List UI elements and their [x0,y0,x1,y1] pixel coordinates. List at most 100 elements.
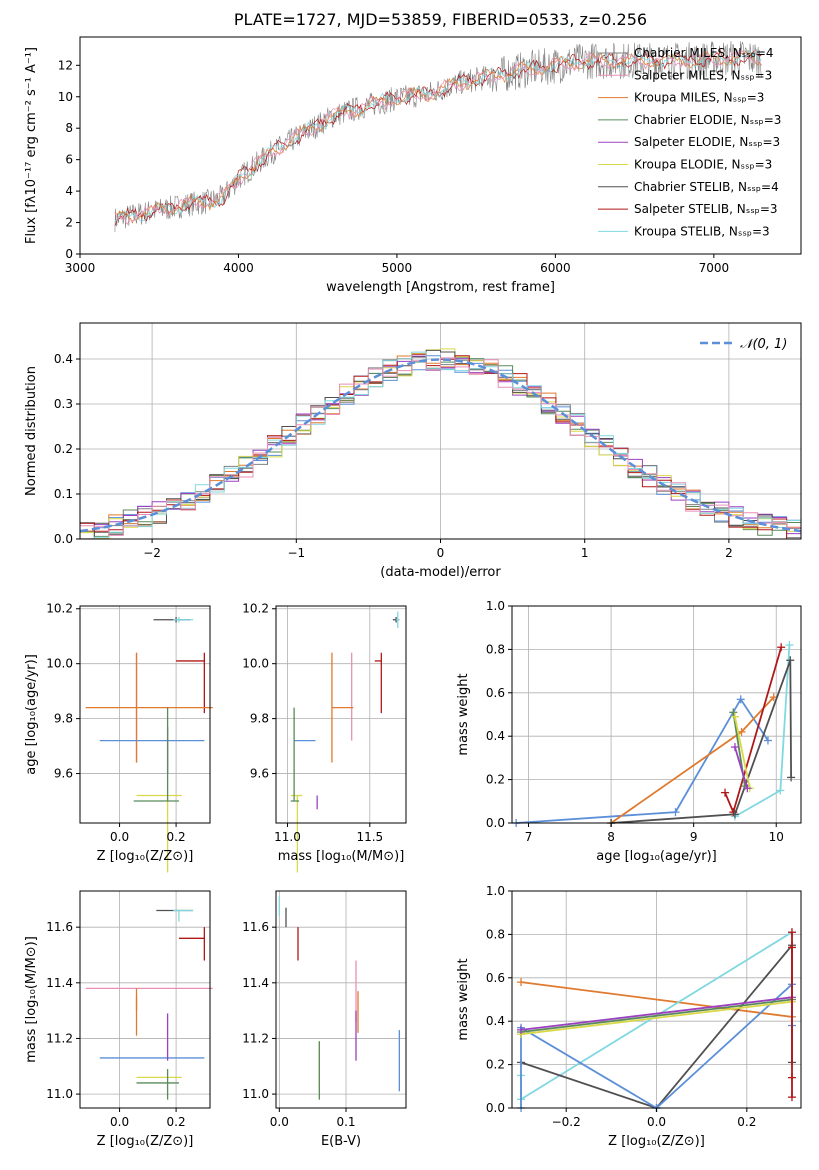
figure-title: PLATE=1727, MJD=53859, FIBERID=0533, z=0… [233,10,648,29]
spectrum-model-line [114,49,762,226]
axes-frame [79,36,802,255]
legend-label: Salpeter MILES, Nₛₛₚ=3 [634,68,772,82]
series-line [520,998,793,1033]
x-tick-label: 9 [690,830,698,844]
series-line [611,659,792,824]
legend-label: Kroupa STELIB, Nₛₛₚ=3 [634,224,770,238]
x-tick-label: −0.2 [552,1115,581,1129]
y-tick-label: 9.8 [54,712,73,726]
y-tick-label: 11.0 [242,1087,269,1101]
legend-label: Kroupa ELODIE, Nₛₛₚ=3 [634,158,772,172]
y-tick-label: 0.1 [54,487,73,501]
y-tick-label: 11.0 [46,1087,73,1101]
y-tick-label: 0.4 [54,352,73,366]
x-tick-label: 0.0 [110,830,129,844]
y-tick-label: 10.0 [46,657,73,671]
x-axis-label: Z [log₁₀(Z/Z⊙)] [608,1134,705,1149]
chart-weight_vs_age: 7 8 9 10 0.0 0.2 0.4 0.6 0.8 1.0 age [log₁₀(age/yr… [456,599,802,864]
x-tick-label: 0.1 [336,1115,355,1129]
axes-frame [275,890,407,1109]
x-tick-label: 0.2 [167,1115,186,1129]
y-tick-label: 0.0 [486,816,505,830]
y-tick-label: 10.2 [46,602,73,616]
series-line [724,646,783,815]
x-tick-label: 8 [607,830,615,844]
series-line [520,1000,793,1036]
y-tick-label: 0.2 [486,1058,505,1072]
x-axis-label: Z [log₁₀(Z/Z⊙)] [97,1134,194,1149]
y-tick-label: 2 [65,216,73,230]
spectrum-model-line [114,49,762,226]
x-tick-label: 10 [769,830,784,844]
x-tick-label: 0.2 [167,830,186,844]
y-tick-label: 0.6 [486,971,505,985]
x-axis-label: mass [log₁₀(M/M⊙)] [278,849,405,864]
y-tick-label: 6 [65,153,73,167]
y-tick-label: 10 [58,90,73,104]
series-line [520,981,793,1018]
x-tick-label: 0.2 [737,1115,756,1129]
chart-age_vs_mass: 11.0 11.5 9.6 9.8 10.0 10.2 mass [log₁₀(M/M⊙)] [242,602,407,873]
x-axis-label: E(B-V) [321,1134,361,1149]
chart-spectrum: Chabrier MILES, Nₛₛₚ=4 Salpeter MILES, Nₛ… [24,36,802,295]
y-tick-label: 0.2 [54,442,73,456]
series-line [734,716,751,789]
axes-frame [79,890,211,1109]
chart-mass_vs_EBV: 0.0 0.1 11.0 11.2 11.4 11.6 E(B-V) [242,890,407,1149]
chart-residuals: 𝒩(0, 1) −2 −1 0 1 2 0.0 0.1 0.2 0.3 0.4 (data-model… [24,322,802,580]
y-axis-label: mass weight [456,958,471,1040]
x-tick-label: 7 [525,830,533,844]
legend-label: Salpeter ELODIE, Nₛₛₚ=3 [634,135,780,149]
y-tick-label: 0.3 [54,397,73,411]
x-tick-label: 4000 [223,261,254,275]
y-tick-label: 11.2 [46,1031,73,1045]
x-tick-label: 5000 [382,261,413,275]
x-axis-label: age [log₁₀(age/yr)] [596,849,717,864]
x-tick-label: 3000 [65,261,96,275]
x-tick-label: 7000 [699,261,730,275]
spectrum-model-line [114,50,762,224]
x-tick-label: 11.0 [274,830,301,844]
x-tick-label: 2 [725,546,733,560]
x-tick-label: 0.0 [647,1115,666,1129]
legend-label: Chabrier STELIB, Nₛₛₚ=4 [634,180,779,194]
chart-mass_vs_Z: 0.0 0.2 11.0 11.2 11.4 11.6 Z [log₁₀(Z/Z⊙)] mas… [24,890,213,1149]
y-axis-label: mass [log₁₀(M/M⊙)] [24,936,39,1063]
y-tick-label: 12 [58,58,73,72]
y-axis-label: Flux [fλ10⁻¹⁷ erg cm⁻² s⁻¹ A⁻¹] [24,47,39,244]
y-tick-label: 0 [65,247,73,261]
y-tick-label: 10.2 [242,602,269,616]
y-tick-label: 11.6 [242,920,269,934]
y-tick-label: 4 [65,184,73,198]
y-tick-label: 10.0 [242,657,269,671]
series-line [520,996,793,1031]
legend-label: Chabrier ELODIE, Nₛₛₚ=3 [634,113,781,127]
x-tick-label: −1 [287,546,305,560]
y-tick-label: 9.6 [54,767,73,781]
y-tick-label: 0.2 [486,773,505,787]
x-axis-label: Z [log₁₀(Z/Z⊙)] [97,849,194,864]
y-axis-label: Normed distribution [24,366,39,496]
y-tick-label: 1.0 [486,884,505,898]
spectrum-lines [114,41,762,233]
series-line [610,696,775,824]
legend-label: 𝒩(0, 1) [740,337,787,352]
y-tick-label: 11.4 [242,976,269,990]
axes-frame [275,605,407,824]
y-tick-label: 0.0 [54,532,73,546]
y-tick-label: 0.4 [486,729,505,743]
y-tick-label: 0.0 [486,1101,505,1115]
x-axis-label: wavelength [Angstrom, rest frame] [326,280,555,295]
gaussian-curve [80,358,801,533]
y-axis-label: age [log₁₀(age/yr)] [24,654,39,775]
x-tick-label: 1 [581,546,589,560]
x-tick-label: 0.0 [110,1115,129,1129]
x-tick-label: 0 [437,546,445,560]
chart-age_vs_Z: 0.0 0.2 9.6 9.8 10.0 10.2 Z [log₁₀(Z/Z⊙)] age [… [24,602,213,873]
y-tick-label: 11.4 [46,976,73,990]
x-axis-label: (data-model)/error [380,565,501,580]
y-axis-label: mass weight [456,673,471,755]
y-tick-label: 0.8 [486,927,505,941]
y-tick-label: 0.8 [486,642,505,656]
